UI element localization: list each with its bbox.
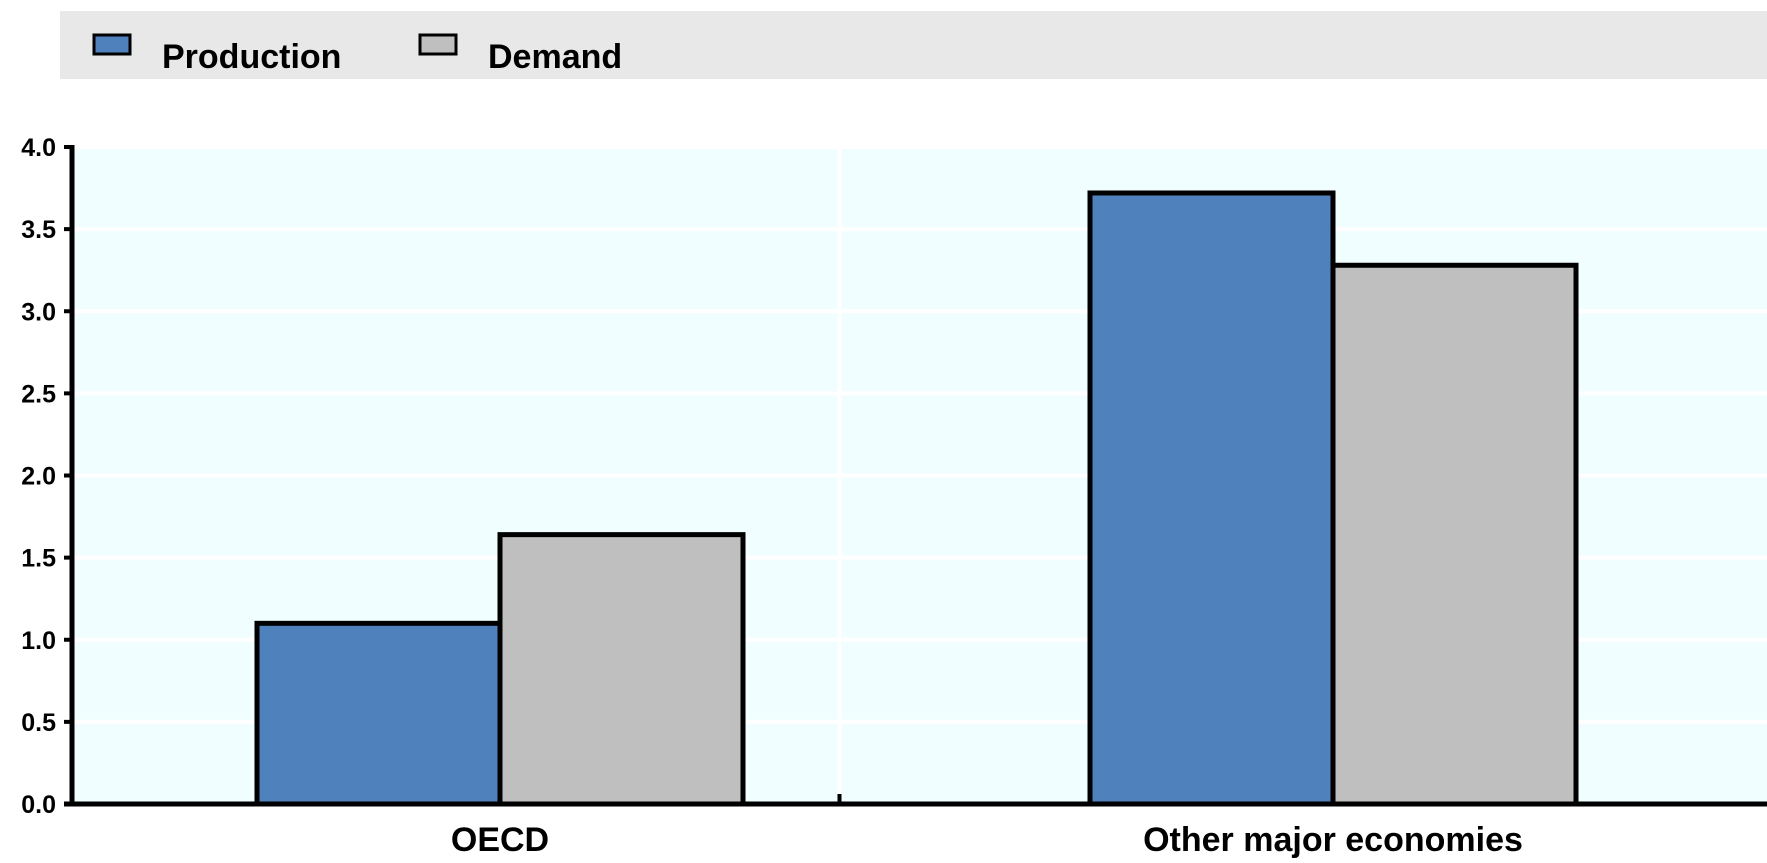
y-tick-label: 1.0 (21, 627, 56, 655)
bar-demand (497, 532, 746, 807)
y-tick-label: 4.0 (21, 134, 56, 162)
y-tick-label: 2.5 (21, 380, 56, 408)
x-tick-label: OECD (451, 821, 549, 858)
legend-panel (60, 11, 1767, 79)
legend: Production Demand (92, 33, 622, 76)
y-tick-label: 0.0 (21, 791, 56, 819)
bar-production (254, 620, 503, 807)
y-tick-label: 2.0 (21, 463, 56, 491)
bar-production (1087, 190, 1336, 807)
legend-label: Demand (488, 38, 622, 76)
bar-demand (1330, 262, 1579, 807)
x-tick-label: Other major economies (1143, 821, 1523, 858)
axes (64, 145, 1767, 807)
y-tick-label: 3.0 (21, 298, 56, 326)
bars (254, 190, 1579, 807)
legend-swatch (92, 33, 132, 56)
x-tick-labels: OECD Other major economies (451, 821, 1523, 859)
y-tick-label: 1.5 (21, 545, 56, 573)
legend-label: Production (162, 38, 341, 76)
y-tick-label: 0.5 (21, 709, 56, 737)
y-tick-label: 3.5 (21, 216, 56, 244)
legend-swatch (418, 33, 458, 56)
y-tick-labels: 0.0 0.5 1.0 1.5 2.0 2.5 3.0 3.5 4.0 (21, 134, 56, 819)
